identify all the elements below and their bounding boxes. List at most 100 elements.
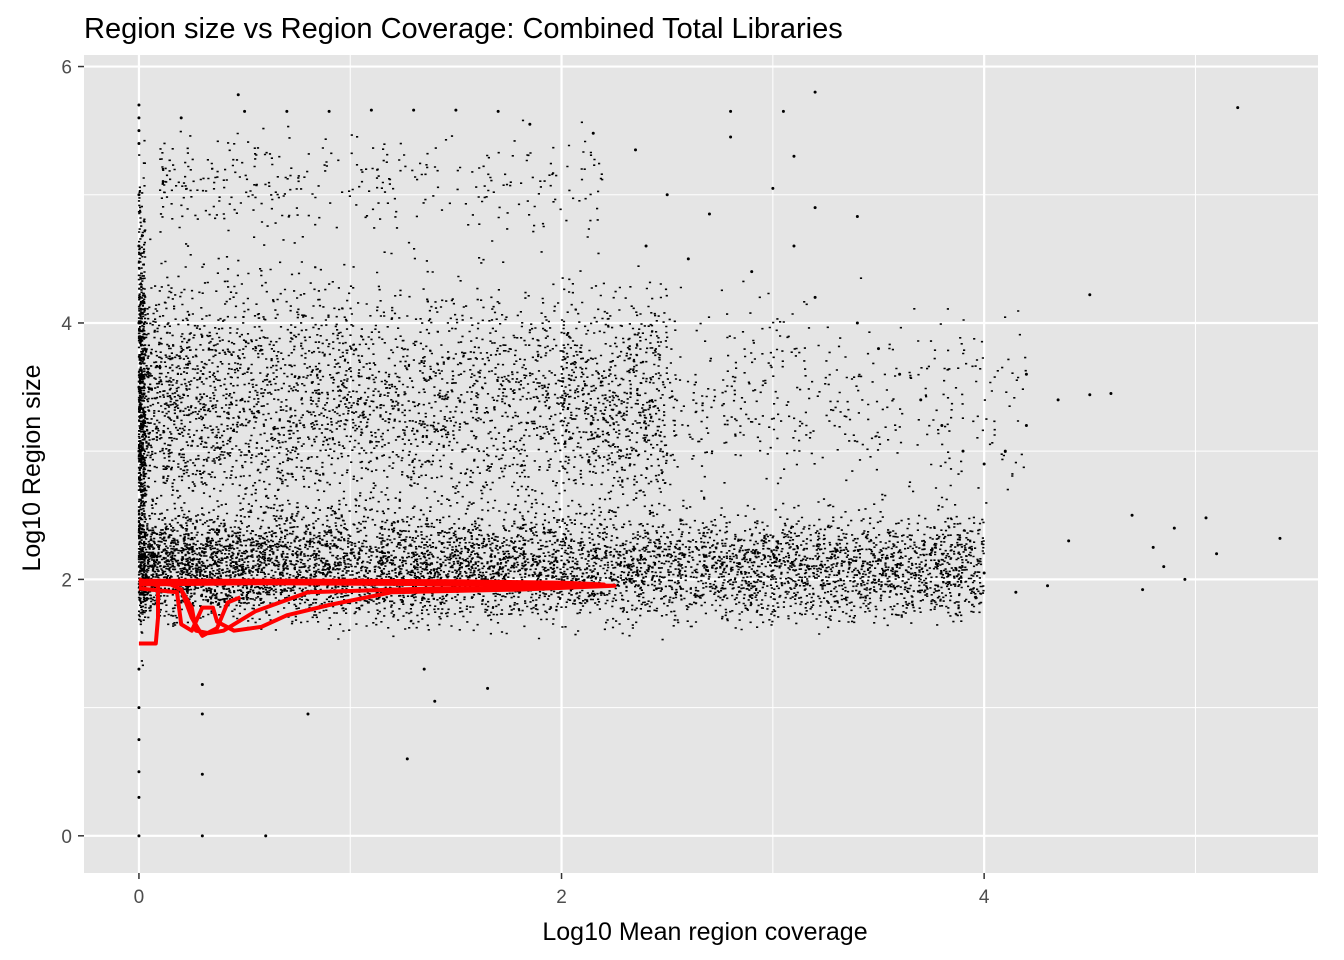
scatter-point xyxy=(137,834,141,838)
scatter-point xyxy=(982,571,986,575)
axis-ticks: 0 2 4 0 2 4 6 xyxy=(61,58,989,908)
scatter-point xyxy=(137,244,141,248)
x-tick-label: 4 xyxy=(979,887,990,908)
point-cloud-path xyxy=(137,492,985,641)
scatter-point xyxy=(591,131,595,135)
scatter-point xyxy=(137,141,141,145)
scatter-point xyxy=(327,109,331,113)
point-cloud xyxy=(137,226,669,569)
scatter-point xyxy=(236,93,240,97)
scatter-point xyxy=(137,706,141,710)
scatter-point xyxy=(1088,393,1092,397)
y-tick-label: 4 xyxy=(61,314,72,335)
scatter-point xyxy=(1056,398,1060,402)
scatter-point xyxy=(1162,565,1166,569)
scatter-point xyxy=(1204,516,1208,520)
scatter-point xyxy=(1236,106,1240,110)
scatter-point xyxy=(137,738,141,742)
point-clouds xyxy=(137,119,1027,667)
scatter-point xyxy=(1024,424,1028,428)
scatter-point xyxy=(1088,293,1092,297)
scatter-point xyxy=(200,712,204,716)
scatter-point xyxy=(1109,391,1113,395)
scatter-point xyxy=(137,770,141,774)
scatter-point xyxy=(855,321,859,325)
scatter-point xyxy=(1215,552,1219,556)
point-cloud xyxy=(137,139,147,667)
scatter-point xyxy=(686,257,690,261)
y-tick-label: 0 xyxy=(61,827,72,848)
scatter-point xyxy=(1130,513,1134,517)
scatter-point xyxy=(369,108,373,112)
scatter-point xyxy=(644,244,648,248)
scatter-point xyxy=(781,109,785,113)
y-axis-label: Log10 Region size xyxy=(18,364,46,571)
scatter-point xyxy=(792,244,796,248)
scatter-point xyxy=(1278,536,1282,540)
scatter-point xyxy=(750,270,754,274)
y-tick-label: 6 xyxy=(61,58,72,79)
scatter-point xyxy=(898,372,902,376)
scatter-point xyxy=(792,154,796,158)
scatter-point xyxy=(306,712,310,716)
scatter-point xyxy=(1046,584,1050,588)
scatter-point xyxy=(137,193,141,197)
scatter-point xyxy=(433,699,437,703)
scatter-point xyxy=(454,108,458,112)
density-contour xyxy=(138,581,617,633)
point-cloud xyxy=(137,492,985,641)
scatter-point xyxy=(243,109,247,113)
scatter-point xyxy=(486,686,490,690)
scatter-point xyxy=(200,683,204,687)
scatter-point xyxy=(528,122,532,126)
scatter-point xyxy=(137,795,141,799)
scatter-point xyxy=(876,347,880,351)
scatter-point xyxy=(285,109,289,113)
scatter-point xyxy=(982,462,986,466)
scatter-point xyxy=(137,116,141,120)
scatter-point xyxy=(1183,577,1187,581)
plot-panel xyxy=(84,55,1318,873)
chart-title: Region size vs Region Coverage: Combined… xyxy=(84,13,843,45)
scatter-point xyxy=(1172,526,1176,530)
scatter-point xyxy=(813,90,817,94)
scatter-point xyxy=(1151,545,1155,549)
y-tick-label: 2 xyxy=(61,570,72,591)
scatter-point xyxy=(707,212,711,216)
scatter-point xyxy=(137,129,141,133)
scatter-point xyxy=(422,667,426,671)
scatter-point xyxy=(179,116,183,120)
scatter-point xyxy=(1014,590,1018,594)
density-contour xyxy=(138,577,160,646)
scatter-point xyxy=(137,103,141,107)
scatter-point xyxy=(729,135,733,139)
scatter-point xyxy=(264,834,268,838)
scatter-point xyxy=(813,206,817,210)
scatter-point xyxy=(729,109,733,113)
x-tick-label: 0 xyxy=(134,887,145,908)
scatter-point xyxy=(855,215,859,219)
scatter-point xyxy=(137,667,141,671)
density-contour xyxy=(179,588,242,638)
x-axis-label: Log10 Mean region coverage xyxy=(542,918,867,946)
scatter-point xyxy=(200,772,204,776)
scatter-point xyxy=(940,424,944,428)
x-tick-label: 2 xyxy=(556,887,567,908)
scatter-point xyxy=(665,193,669,197)
point-cloud-path xyxy=(137,226,669,569)
density-contour xyxy=(138,578,606,636)
scatter-point xyxy=(1141,588,1145,592)
scatter-point xyxy=(200,834,204,838)
scatter-points xyxy=(137,90,1282,838)
scatter-point xyxy=(405,757,409,761)
scatter-point xyxy=(919,398,923,402)
scatter-point xyxy=(813,295,817,299)
scatter-point xyxy=(496,109,500,113)
point-cloud-path xyxy=(137,139,147,667)
scatter-point xyxy=(771,186,775,190)
scatter-point xyxy=(633,148,637,152)
scatter-point xyxy=(1024,372,1028,376)
density-contours xyxy=(138,577,617,646)
scatter-point xyxy=(1067,539,1071,543)
scatter-point xyxy=(961,449,965,453)
